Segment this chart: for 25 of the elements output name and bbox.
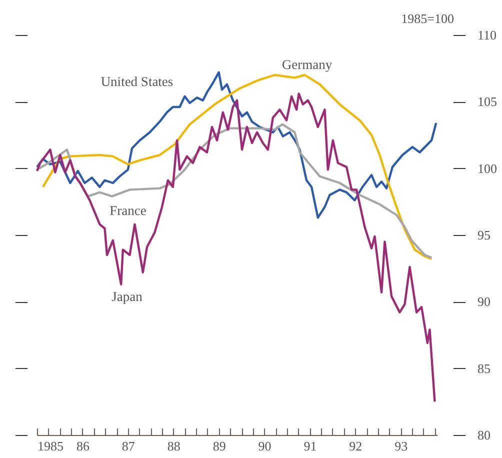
y-tick-label: 90 — [478, 294, 490, 310]
series-label: United States — [100, 74, 174, 89]
line-series — [42, 74, 433, 260]
x-tick-label: 92 — [349, 438, 362, 454]
y-tick-label: 105 — [478, 94, 497, 110]
x-tick-label: 93 — [394, 438, 408, 454]
y-axis-title: 1985=100 — [401, 11, 454, 26]
series-label: France — [110, 203, 146, 218]
line-series — [36, 92, 436, 403]
y-tick-label: 95 — [478, 228, 490, 242]
x-tick-label: 89 — [212, 438, 226, 454]
x-tick-label: 86 — [76, 438, 90, 454]
x-tick-label: 87 — [122, 438, 136, 454]
y-tick-label: 80 — [478, 428, 490, 442]
line-series — [36, 123, 433, 259]
y-tick-label: 100 — [478, 160, 497, 176]
line-series — [36, 71, 438, 219]
series-label: Japan — [112, 289, 143, 304]
y-tick-label: 85 — [478, 360, 490, 376]
series-label: Germany — [282, 57, 332, 72]
x-tick-label: 88 — [167, 438, 180, 454]
y-tick-label: 110 — [478, 28, 497, 42]
x-tick-label: 1985 — [38, 438, 64, 454]
x-tick-label: 90 — [258, 438, 272, 454]
x-tick-label: 91 — [304, 438, 317, 454]
